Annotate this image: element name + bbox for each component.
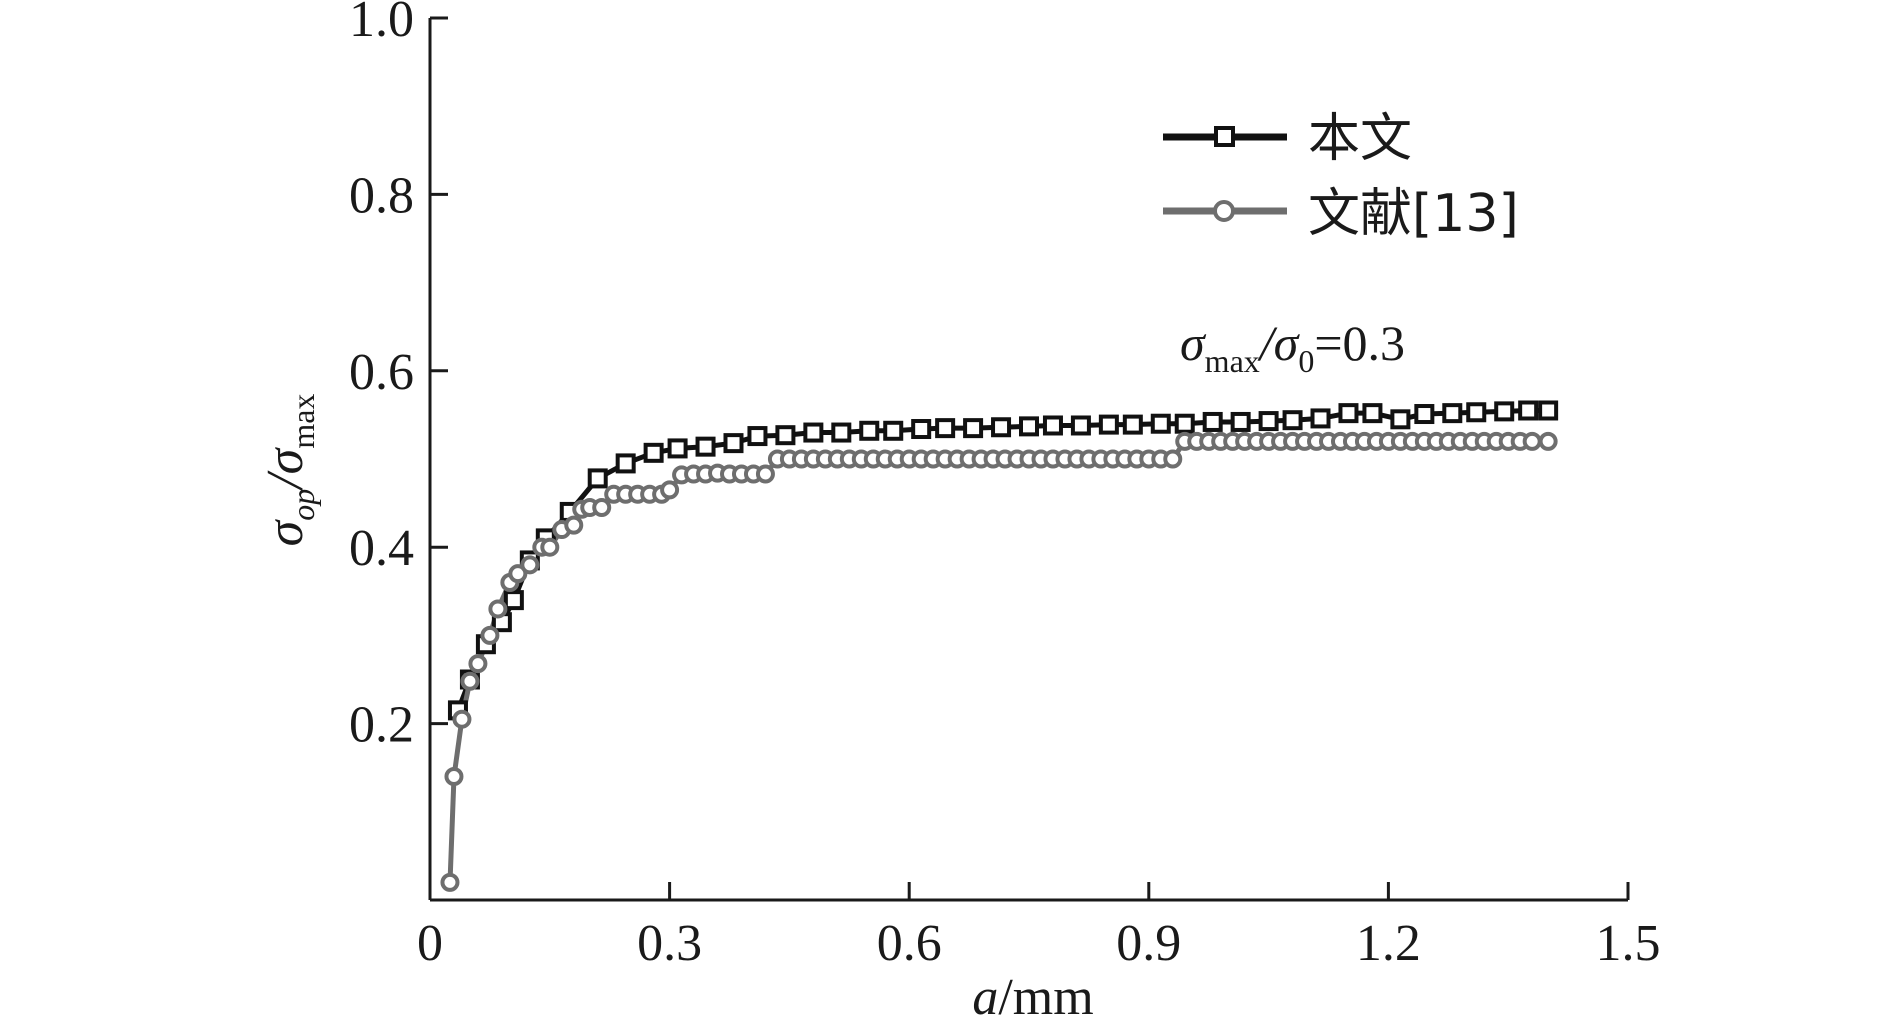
data-point-circle bbox=[508, 564, 528, 584]
data-point-square bbox=[803, 422, 824, 443]
series-markers bbox=[440, 400, 1559, 892]
data-point-square bbox=[503, 590, 524, 611]
x-tick-label: 1.2 bbox=[1356, 915, 1421, 972]
data-point-circle bbox=[660, 480, 680, 500]
data-point-circle bbox=[460, 671, 480, 691]
data-point-square bbox=[935, 418, 956, 439]
data-point-square bbox=[1518, 400, 1539, 421]
y-tick-label: 0.4 bbox=[349, 520, 414, 577]
data-point-square bbox=[831, 422, 852, 443]
data-point-square bbox=[991, 417, 1012, 438]
legend-label-1: 本文 bbox=[1308, 109, 1412, 169]
data-point-square bbox=[1466, 402, 1487, 423]
y-axis-title: σop/σmax bbox=[257, 394, 321, 547]
x-tick-label: 0.3 bbox=[637, 915, 702, 972]
x-axis-title: a/mm bbox=[972, 969, 1093, 1023]
data-point-square bbox=[1442, 403, 1463, 424]
data-point-square bbox=[1258, 411, 1279, 432]
y-title-sigma-max: /σ bbox=[257, 446, 314, 491]
data-point-square bbox=[1362, 403, 1383, 424]
y-title-sigma-op: σ bbox=[257, 518, 314, 546]
data-point-circle bbox=[444, 767, 464, 787]
data-point-square bbox=[667, 438, 688, 459]
data-point-square bbox=[1098, 414, 1119, 435]
y-title-sub-op: op bbox=[285, 489, 321, 521]
data-point-square bbox=[859, 420, 880, 441]
series-lines bbox=[447, 408, 1549, 883]
data-point-square bbox=[695, 436, 716, 457]
data-point-square bbox=[911, 419, 932, 440]
legend-marker-circle bbox=[1213, 200, 1235, 222]
data-point-circle bbox=[452, 709, 472, 729]
legend-label-2: 文献[13] bbox=[1308, 184, 1519, 244]
data-point-square bbox=[587, 468, 608, 489]
data-point-square bbox=[1174, 413, 1195, 434]
series-line-2 bbox=[447, 438, 1549, 883]
data-point-circle bbox=[468, 654, 488, 674]
data-point-square bbox=[1310, 408, 1331, 429]
data-point-square bbox=[1150, 413, 1171, 434]
data-point-circle bbox=[564, 515, 584, 535]
data-point-circle bbox=[755, 464, 775, 484]
data-point-circle bbox=[520, 555, 540, 575]
x-tick-label: 0.9 bbox=[1116, 915, 1181, 972]
data-point-square bbox=[1019, 416, 1039, 437]
annot-value: =0.3 bbox=[1314, 315, 1405, 371]
data-point-square bbox=[1042, 415, 1063, 436]
annot-sub-max: max bbox=[1205, 343, 1260, 379]
annot-sub-0: 0 bbox=[1298, 343, 1314, 379]
y-tick-label: 0.8 bbox=[349, 167, 414, 224]
data-point-circle bbox=[1538, 431, 1558, 451]
y-tick-label: 0.6 bbox=[349, 344, 414, 401]
data-point-square bbox=[1122, 414, 1143, 435]
data-point-square bbox=[1414, 404, 1435, 425]
data-point-square bbox=[643, 442, 664, 463]
axes bbox=[428, 18, 1628, 902]
data-point-square bbox=[1070, 415, 1091, 436]
data-point-square bbox=[615, 453, 636, 474]
data-point-square bbox=[963, 418, 984, 439]
ticks: 0 0.3 0.6 0.9 1.2 1.5 0.2 0.4 0.6 0.8 1.0 bbox=[349, 0, 1661, 972]
data-point-square bbox=[1230, 411, 1251, 432]
annot-sigma-0: /σ bbox=[1257, 315, 1301, 371]
data-point-square bbox=[1282, 410, 1303, 431]
data-point-square bbox=[1538, 400, 1559, 421]
data-point-circle bbox=[440, 872, 460, 892]
data-point-circle bbox=[592, 498, 612, 518]
data-point-square bbox=[1338, 403, 1359, 424]
data-point-circle bbox=[488, 599, 508, 619]
data-point-square bbox=[1202, 411, 1223, 432]
annotation: σmax/σ0=0.3 bbox=[1180, 315, 1405, 379]
annot-sigma: σ bbox=[1180, 315, 1207, 371]
data-point-square bbox=[1494, 401, 1515, 422]
data-point-square bbox=[775, 425, 796, 446]
x-title-var: a bbox=[972, 969, 998, 1023]
data-point-square bbox=[747, 426, 768, 447]
data-point-circle bbox=[1163, 449, 1183, 469]
data-point-circle bbox=[540, 537, 560, 557]
data-point-circle bbox=[480, 625, 500, 645]
x-tick-label: 0.6 bbox=[877, 915, 942, 972]
x-tick-label: 0 bbox=[417, 915, 443, 972]
data-point-circle bbox=[1522, 431, 1542, 451]
data-point-square bbox=[1390, 409, 1411, 430]
legend-marker-square bbox=[1214, 126, 1235, 147]
y-tick-label: 0.2 bbox=[349, 697, 414, 754]
legend: 本文 文献[13] bbox=[1163, 109, 1519, 244]
y-title-sub-max: max bbox=[285, 394, 321, 449]
x-tick-label: 1.5 bbox=[1596, 915, 1661, 972]
y-tick-label: 1.0 bbox=[349, 0, 414, 48]
x-title-unit: /mm bbox=[998, 969, 1093, 1023]
data-point-square bbox=[883, 420, 904, 441]
data-point-square bbox=[723, 433, 744, 454]
